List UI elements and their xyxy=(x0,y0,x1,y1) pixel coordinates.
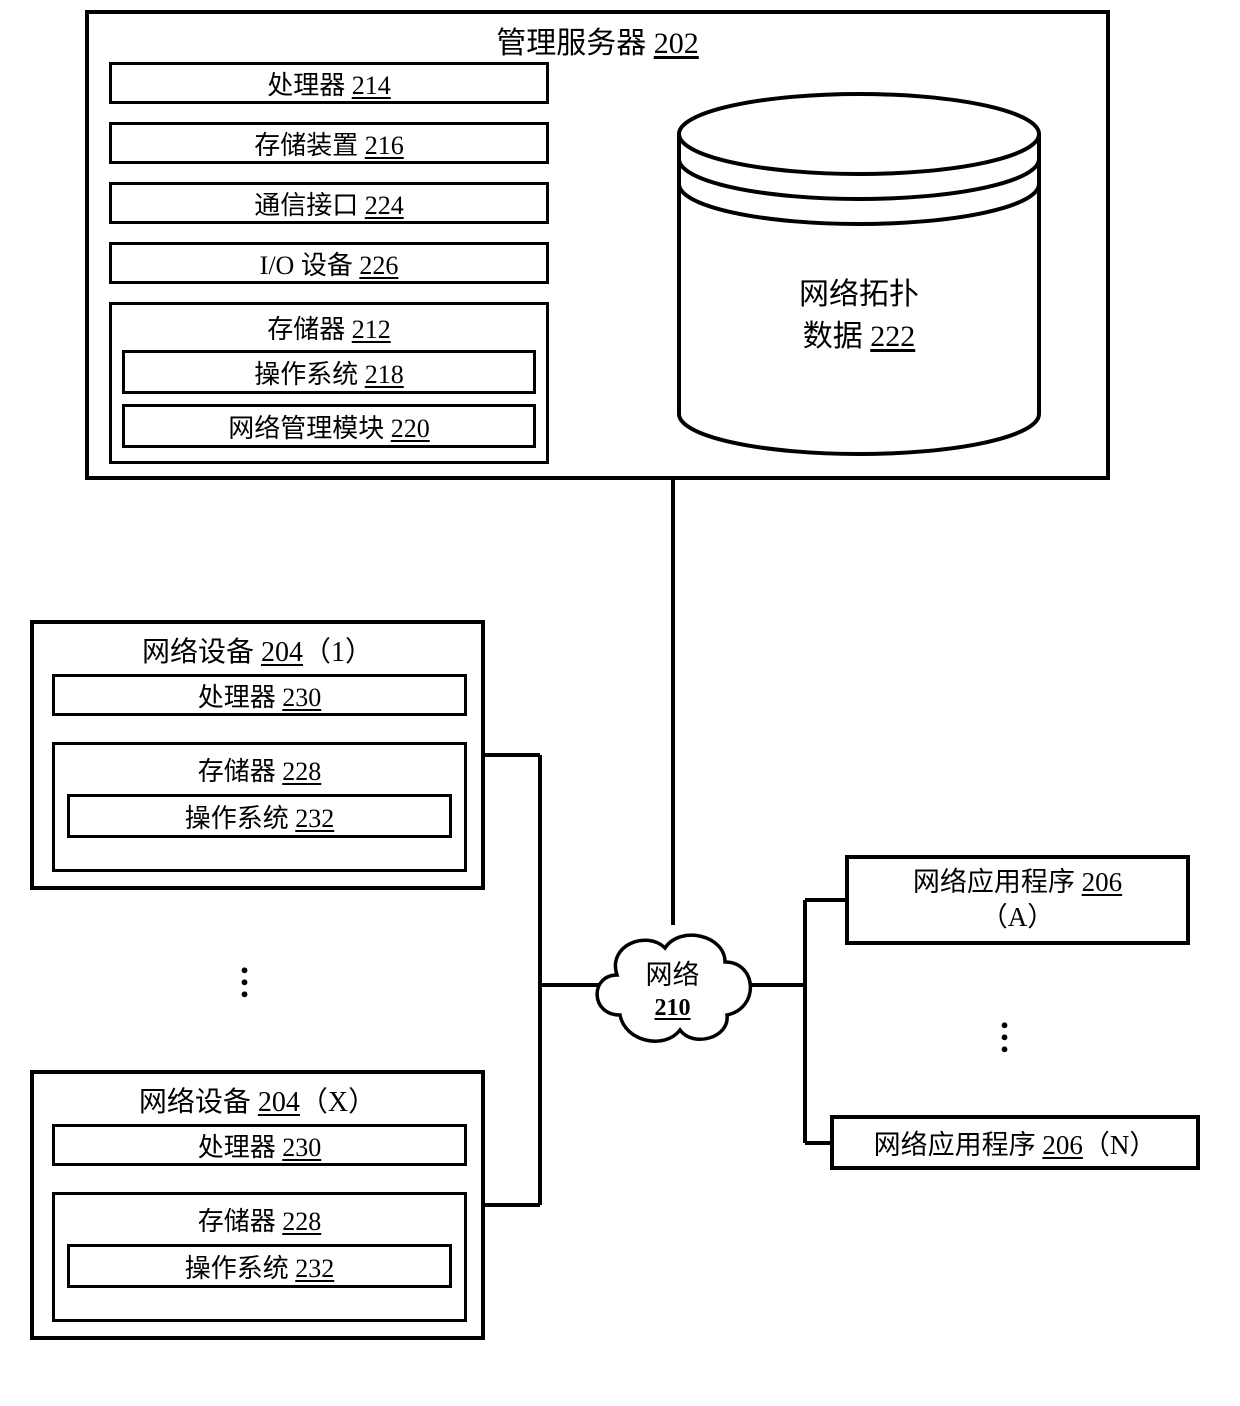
connectors xyxy=(0,0,1240,1406)
